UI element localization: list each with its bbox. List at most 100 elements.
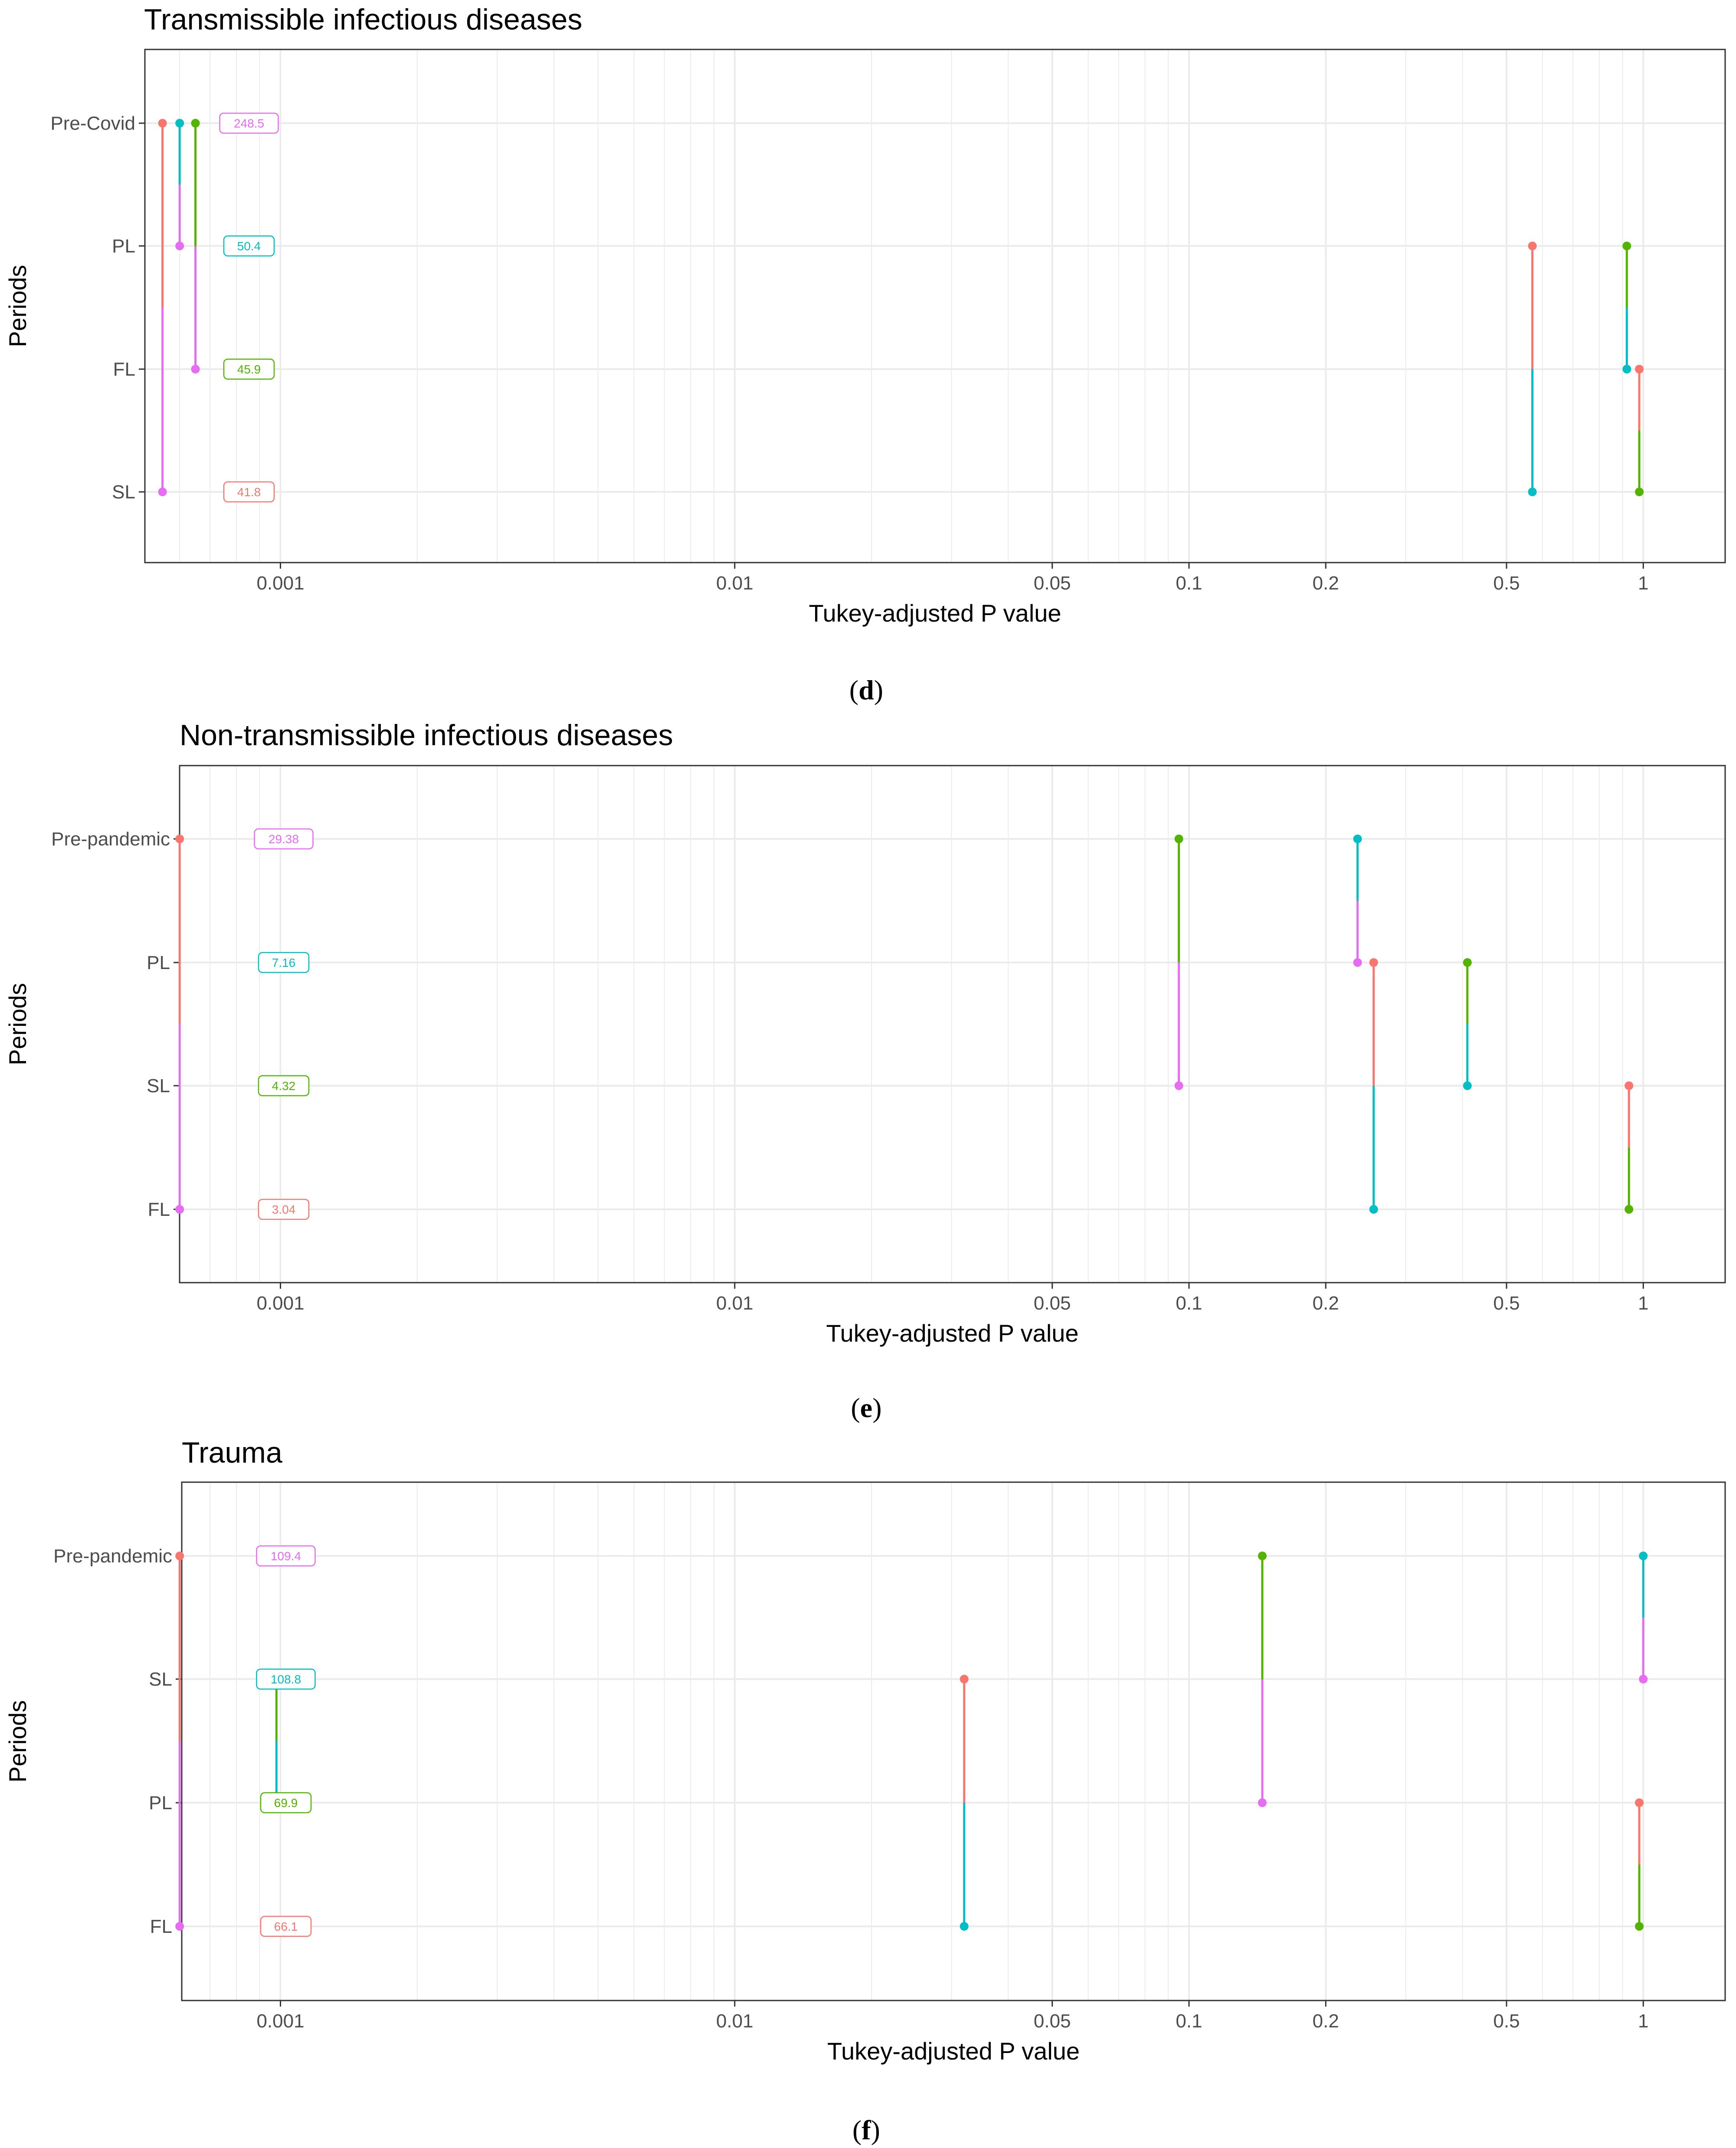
comparison-point — [175, 1205, 184, 1214]
comparison-point — [1635, 1798, 1644, 1807]
comparison-point — [1174, 835, 1183, 843]
mean-label: 7.16 — [258, 952, 310, 973]
panel-border — [179, 765, 1726, 1284]
comparison-PL-vs-SL — [1463, 958, 1472, 1090]
y-tick-label: SL — [112, 481, 135, 503]
mean-label: 29.38 — [254, 828, 314, 850]
y-tick-label: FL — [113, 359, 135, 380]
x-tick-label: 0.5 — [1493, 573, 1520, 594]
comparison-SL-vs-FL — [960, 1675, 969, 1931]
x-tick-label: 0.001 — [256, 573, 304, 594]
comparison-point — [1353, 958, 1362, 967]
comparison-point — [1353, 835, 1362, 843]
comparison-point — [1635, 488, 1644, 496]
panel-caption-letter: d — [858, 675, 874, 705]
mean-label: 41.8 — [223, 481, 275, 503]
x-tick-label: 0.2 — [1313, 1293, 1339, 1314]
panel-caption-letter: f — [861, 2115, 871, 2145]
comparison-point — [1635, 1922, 1644, 1931]
x-tick-label: 1 — [1638, 1293, 1648, 1314]
y-tick-label: PL — [147, 952, 170, 973]
y-axis-title: Periods — [4, 983, 31, 1065]
mean-label: 69.9 — [260, 1792, 312, 1814]
y-tick-label: FL — [148, 1199, 170, 1220]
mean-label-box — [256, 1545, 316, 1567]
mean-label-box — [254, 828, 314, 850]
comparison-point — [1635, 365, 1644, 373]
x-tick-label: 0.1 — [1176, 2010, 1202, 2032]
chart-title: Trauma — [182, 1436, 282, 1469]
comparison-point — [158, 119, 167, 128]
mean-label-box — [256, 1668, 316, 1690]
panel-caption: (e) — [851, 1392, 881, 1423]
x-tick-label: 0.001 — [256, 1293, 304, 1314]
x-tick-label: 0.2 — [1313, 573, 1339, 594]
mean-label: 3.04 — [258, 1198, 310, 1220]
comparison-point — [175, 835, 184, 843]
mean-label: 50.4 — [223, 235, 275, 257]
panel-caption: (d) — [849, 675, 883, 705]
comparison-PL-vs-FL — [1622, 242, 1631, 373]
mean-label-box — [223, 235, 275, 257]
x-tick-label: 0.2 — [1313, 2010, 1339, 2032]
panel-border — [144, 49, 1726, 563]
comparison-point — [1528, 242, 1537, 250]
comparison-point — [191, 365, 200, 373]
comparison-Pre-Covid-vs-PL — [175, 119, 184, 250]
mean-label-box — [258, 952, 310, 973]
comparison-point — [1258, 1552, 1267, 1560]
x-tick-label: 0.5 — [1493, 2010, 1520, 2032]
mean-label-text: 109.4 — [271, 1549, 301, 1563]
y-tick-label: FL — [150, 1916, 172, 1937]
mean-label-text: 3.04 — [272, 1203, 296, 1216]
panel-caption: (f) — [852, 2115, 880, 2145]
y-tick-label: SL — [147, 1075, 170, 1097]
mean-label-box — [260, 1916, 312, 1937]
comparison-PL-vs-SL — [1528, 242, 1537, 496]
mean-label: 66.1 — [260, 1916, 312, 1937]
chart-title: Transmissible infectious diseases — [144, 3, 582, 36]
chart-panel-f: Pre-pandemic SL PL FL 0.001 0.01 0.05 0.1 0.2 0.5… — [4, 1436, 1726, 2145]
chart-panel-e: Pre-pandemic PL SL FL 0.001 0.01 0.05 0.1 0.2 0.5… — [4, 719, 1726, 1423]
comparison-PL-vs-FL — [1635, 1798, 1644, 1931]
x-tick-label: 0.05 — [1034, 573, 1071, 594]
x-tick-label: 1 — [1638, 2010, 1648, 2032]
y-axis-title: Periods — [4, 265, 31, 347]
y-tick-label: Pre-pandemic — [51, 828, 170, 850]
chart-panel-d: Pre-Covid PL FL SL 0.001 0.01 0.05 0.1 0.2 0.5 1 24… — [4, 3, 1726, 705]
comparison-point — [1639, 1675, 1648, 1683]
comparison-point — [175, 1552, 184, 1560]
mean-label: 248.5 — [219, 112, 279, 134]
x-tick-label: 0.01 — [716, 2010, 753, 2032]
comparison-FL-vs-SL — [1635, 365, 1644, 496]
y-tick-label: PL — [112, 236, 135, 257]
mean-label-text: 29.38 — [269, 832, 299, 846]
mean-label: 109.4 — [256, 1545, 316, 1567]
comparison-Pre-Covid-vs-SL — [158, 119, 167, 496]
mean-label: 45.9 — [223, 358, 275, 380]
comparison-point — [158, 488, 167, 496]
comparison-Pre-pandemic-vs-SL — [1174, 835, 1183, 1090]
mean-label: 4.32 — [258, 1075, 310, 1097]
comparison-point — [960, 1675, 969, 1683]
x-tick-label: 0.1 — [1176, 573, 1202, 594]
x-axis-title: Tukey-adjusted P value — [826, 1320, 1078, 1347]
y-axis-title: Periods — [4, 1700, 31, 1783]
comparison-point — [1463, 958, 1472, 967]
mean-label-box — [258, 1198, 310, 1220]
mean-label-text: 108.8 — [271, 1673, 301, 1686]
comparison-point — [191, 119, 200, 128]
chart-title: Non-transmissible infectious diseases — [180, 719, 673, 752]
comparison-point — [1369, 958, 1378, 967]
comparison-point — [175, 242, 184, 250]
comparison-point — [1258, 1798, 1267, 1807]
mean-label-box — [223, 358, 275, 380]
mean-label-text: 69.9 — [274, 1796, 298, 1810]
mean-label-text: 248.5 — [234, 117, 264, 130]
mean-label-text: 7.16 — [272, 956, 296, 969]
x-tick-label: 0.05 — [1034, 1293, 1071, 1314]
x-tick-label: 0.001 — [256, 2010, 304, 2032]
x-axis-title: Tukey-adjusted P value — [827, 2037, 1080, 2065]
y-tick-label: Pre-Covid — [50, 113, 135, 134]
